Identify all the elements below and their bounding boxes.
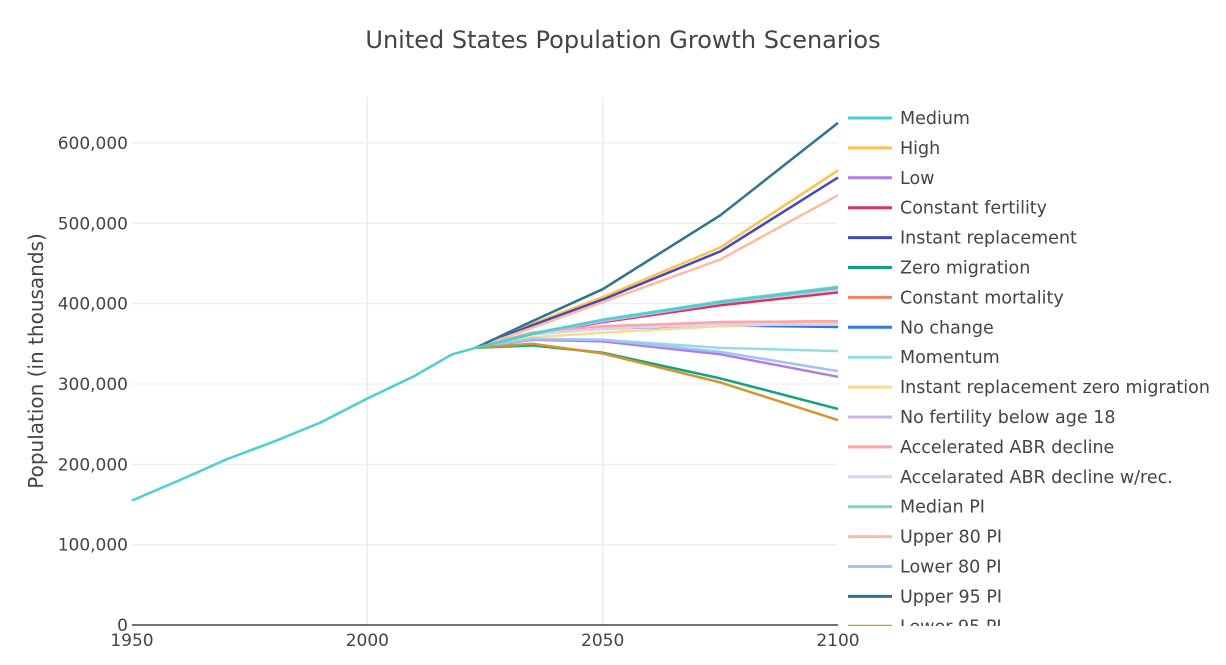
axes: 0 100,000 200,000 300,000 400,000 500,000 600,… [58, 134, 860, 651]
series-line-instant-replacement[interactable] [475, 176, 839, 350]
legend-label: No fertility below age 18 [900, 408, 1115, 428]
legend-item[interactable]: No change [848, 318, 994, 338]
legend-label: Zero migration [900, 259, 1030, 279]
legend-item[interactable]: Lower 80 PI [848, 558, 1002, 578]
x-tick-label: 2100 [816, 631, 859, 651]
y-tick-label: 600,000 [58, 134, 128, 154]
legend-item[interactable]: Medium [848, 109, 970, 129]
legend-item[interactable]: Median PI [848, 498, 985, 518]
y-axis-title: Population (in thousands) [24, 233, 48, 489]
series-line-lower-80-pi[interactable] [475, 337, 839, 373]
legend-item[interactable]: Low [848, 169, 934, 189]
legend-item[interactable]: Zero migration [848, 259, 1030, 279]
legend-label: Momentum [900, 348, 1000, 368]
legend-item[interactable]: Accelerated ABR decline [848, 438, 1114, 458]
legend-item[interactable]: Upper 95 PI [848, 587, 1002, 607]
legend-label: Median PI [900, 498, 985, 518]
y-tick-label: 200,000 [58, 455, 128, 475]
y-tick-label: 400,000 [58, 295, 128, 315]
legend: Medium High Low Constant fertility Instant r… [848, 109, 1210, 637]
legend-label: No change [900, 318, 994, 338]
legend-item[interactable]: High [848, 139, 940, 159]
legend-label: Lower 80 PI [900, 558, 1002, 578]
legend-label: Constant fertility [900, 199, 1047, 219]
series-line-medium[interactable] [131, 286, 839, 502]
legend-item[interactable]: Instant replacement zero migration [848, 378, 1210, 398]
x-tick-label: 2050 [581, 631, 624, 651]
legend-label: Instant replacement [900, 229, 1077, 249]
y-tick-label: 500,000 [58, 214, 128, 234]
legend-label: Instant replacement zero migration [900, 378, 1210, 398]
y-tick-label: 100,000 [58, 536, 128, 556]
legend-item[interactable]: Upper 80 PI [848, 528, 1002, 548]
series-line-upper-80-pi[interactable] [475, 194, 839, 350]
series-line-lower-95-pi[interactable] [475, 342, 839, 422]
series-lines [131, 121, 839, 502]
legend-label: Lower 95 PI [900, 617, 1002, 637]
x-tick-label: 1950 [110, 631, 153, 651]
legend-label: Upper 80 PI [900, 528, 1002, 548]
legend-item[interactable]: Lower 95 PI [848, 617, 1002, 637]
gridlines [132, 97, 838, 625]
series-line-zero-migration[interactable] [475, 344, 839, 411]
legend-label: Upper 95 PI [900, 587, 1002, 607]
chart-title: United States Population Growth Scenario… [365, 26, 880, 54]
legend-label: Accelerated ABR decline [900, 438, 1114, 458]
legend-label: Accelarated ABR decline w/rec. [900, 468, 1173, 488]
legend-item[interactable]: Constant mortality [848, 288, 1064, 308]
legend-item[interactable]: Instant replacement [848, 229, 1077, 249]
legend-label: High [900, 139, 940, 159]
legend-label: Low [900, 169, 934, 189]
x-tick-label: 2000 [346, 631, 389, 651]
y-tick-label: 0 [117, 616, 128, 636]
series-line-upper-95-pi[interactable] [475, 121, 839, 350]
legend-label: Medium [900, 109, 970, 129]
legend-label: Constant mortality [900, 288, 1064, 308]
y-tick-label: 300,000 [58, 375, 128, 395]
legend-item[interactable]: Constant fertility [848, 199, 1047, 219]
legend-item[interactable]: Accelarated ABR decline w/rec. [848, 468, 1173, 488]
legend-item[interactable]: Momentum [848, 348, 1000, 368]
legend-item[interactable]: No fertility below age 18 [848, 408, 1115, 428]
